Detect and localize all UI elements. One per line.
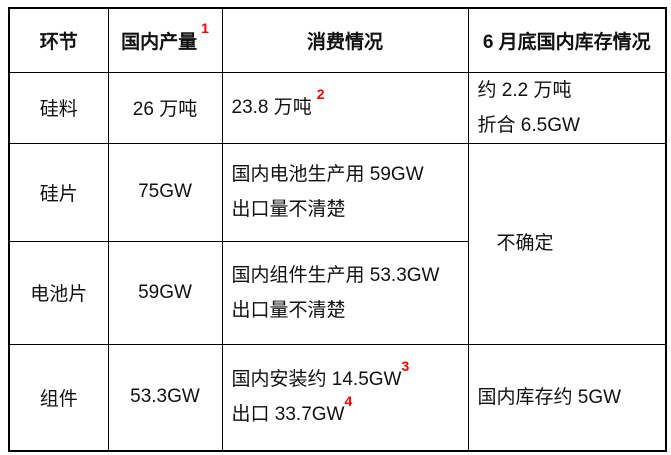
cell-inventory-module: 国内库存约 5GW — [467, 343, 667, 452]
cell-production-wafer: 75GW — [107, 142, 223, 242]
consumption-line: 出口量不清楚 — [231, 299, 346, 321]
footnote-ref-4: 4 — [344, 392, 353, 409]
header-inventory: 6 月底国内库存情况 — [467, 7, 667, 73]
cell-production-module: 53.3GW — [107, 343, 223, 452]
consumption-line: 出口 33.7GW4 — [231, 394, 464, 432]
consumption-line: 23.8 万吨2 — [231, 87, 464, 125]
pv-supply-chain-table: 环节 国内产量1 消费情况 6 月底国内库存情况 硅料 26 万吨 23.8 万… — [8, 7, 667, 452]
production-value: 26 万吨 — [132, 99, 198, 120]
cell-stage-silicon-material: 硅料 — [8, 71, 109, 144]
production-value: 75GW — [138, 181, 192, 202]
cell-inventory-wafer-and-cell-merged: 不确定 — [467, 142, 667, 345]
consumption-line: 国内安装约 14.5GW3 — [231, 359, 464, 397]
footnote-ref-2: 2 — [316, 85, 325, 102]
inventory-line: 不确定 — [496, 233, 554, 254]
cell-consumption-silicon-material: 23.8 万吨2 — [221, 71, 469, 144]
cell-stage-module: 组件 — [8, 343, 109, 452]
header-row: 环节 国内产量1 消费情况 6 月底国内库存情况 — [8, 7, 667, 73]
table-row-cell: 电池片 59GW 国内组件生产用 53.3GW 出口量不清楚 — [8, 240, 666, 345]
production-value: 53.3GW — [130, 386, 200, 408]
header-production: 国内产量1 — [107, 7, 223, 73]
consumption-line: 国内组件生产用 53.3GW — [231, 264, 440, 286]
stage-label: 硅料 — [39, 99, 78, 120]
footnote-ref-3: 3 — [401, 357, 410, 374]
production-value: 59GW — [138, 281, 192, 303]
cell-stage-cell: 电池片 — [8, 240, 109, 345]
header-consumption: 消费情况 — [221, 7, 469, 73]
table-row-wafer: 硅片 75GW 国内电池生产用 59GW 出口量不清楚 不确定 — [8, 142, 667, 345]
stage-label: 组件 — [39, 388, 78, 410]
footnote-ref-1: 1 — [201, 20, 209, 37]
table-row-silicon-material: 硅料 26 万吨 23.8 万吨2 约 2.2 万吨 折合 6.5GW — [8, 71, 667, 144]
cell-consumption-cell: 国内组件生产用 53.3GW 出口量不清楚 — [221, 240, 469, 345]
consumption-text: 国内安装约 14.5GW — [231, 369, 402, 391]
header-stage: 环节 — [8, 7, 109, 73]
consumption-text: 23.8 万吨 — [231, 97, 312, 118]
header-stage-label: 环节 — [39, 31, 78, 53]
consumption-line: 出口量不清楚 — [231, 199, 346, 220]
header-consumption-label: 消费情况 — [306, 31, 383, 53]
cell-consumption-module: 国内安装约 14.5GW3 出口 33.7GW4 — [221, 343, 469, 452]
cell-inventory-silicon-material: 约 2.2 万吨 折合 6.5GW — [467, 71, 667, 144]
inventory-line: 国内库存约 5GW — [477, 386, 622, 408]
header-inventory-label: 6 月底国内库存情况 — [482, 31, 651, 53]
cell-production-silicon-material: 26 万吨 — [107, 71, 223, 144]
cell-production-cell: 59GW — [107, 240, 223, 345]
inventory-line: 折合 6.5GW — [477, 114, 580, 136]
cell-consumption-wafer: 国内电池生产用 59GW 出口量不清楚 — [221, 142, 469, 242]
cell-stage-wafer: 硅片 — [8, 142, 109, 242]
stage-label: 硅片 — [39, 183, 78, 205]
consumption-text: 出口 33.7GW — [231, 404, 345, 426]
stage-label: 电池片 — [30, 284, 88, 305]
table-row-module: 组件 53.3GW 国内安装约 14.5GW3 出口 33.7GW4 国内库存约… — [8, 343, 667, 452]
inventory-line: 约 2.2 万吨 — [477, 79, 572, 101]
header-production-label: 国内产量 — [121, 31, 198, 53]
consumption-line: 国内电池生产用 59GW — [231, 164, 424, 185]
